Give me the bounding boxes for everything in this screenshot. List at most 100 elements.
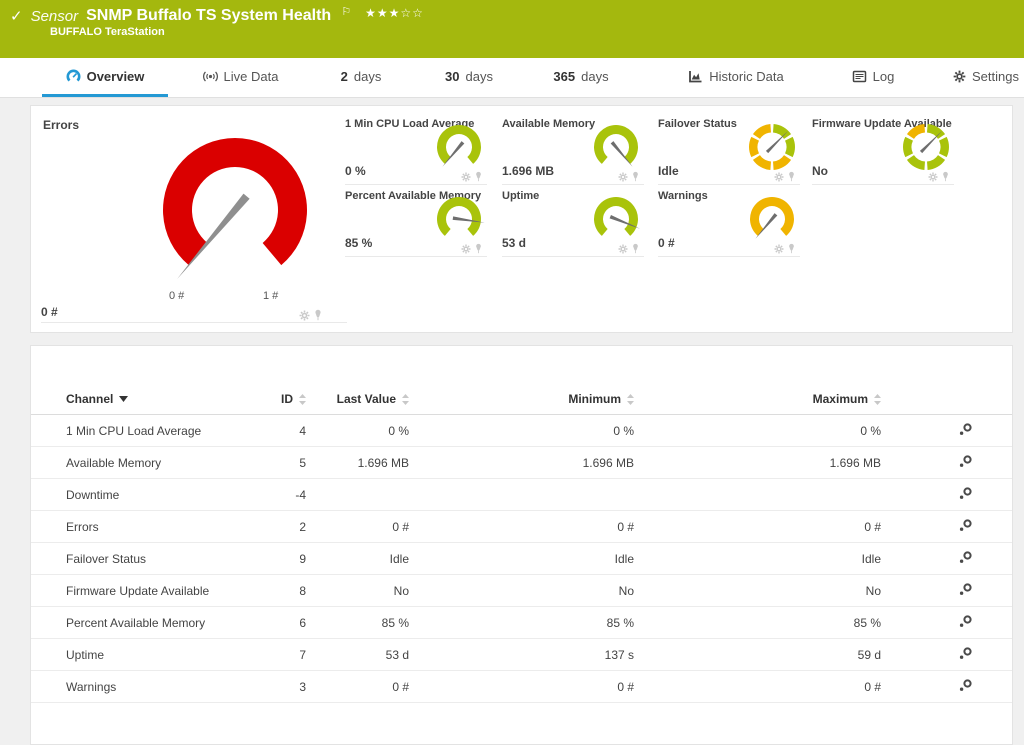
column-header-maximum[interactable]: Maximum (634, 392, 881, 406)
priority-stars[interactable]: ★★★☆☆ (365, 6, 424, 20)
channel-name[interactable]: Downtime (66, 487, 120, 502)
channel-maximum: 85 % (853, 615, 881, 630)
tab-live-data[interactable]: Live Data (188, 58, 293, 94)
tab-label: Log (872, 68, 895, 84)
channel-id: -4 (295, 487, 306, 502)
column-header-minimum[interactable]: Minimum (409, 392, 634, 406)
channel-settings-gears-icon[interactable] (958, 614, 972, 631)
tab-number: 2 (340, 68, 348, 84)
channel-maximum: Idle (861, 551, 881, 566)
gear-icon[interactable] (461, 171, 471, 182)
gear-icon[interactable] (461, 243, 471, 254)
gauge-value: 1.696 MB (502, 164, 555, 178)
gauge-tile-firmware-update: Firmware Update Available No (812, 114, 954, 185)
channel-name[interactable]: Available Memory (66, 455, 162, 470)
channel-settings-gears-icon[interactable] (958, 678, 972, 695)
channel-settings-gears-icon[interactable] (958, 422, 972, 439)
tab-historic-data[interactable]: Historic Data (680, 58, 792, 94)
channel-settings-gears-icon[interactable] (958, 582, 972, 599)
tab-365-days[interactable]: 365 days (543, 58, 619, 94)
channel-settings-gears-icon[interactable] (958, 454, 972, 471)
channel-id: 6 (299, 615, 306, 630)
gauge-tile-cpu-load: 1 Min CPU Load Average 0 % (345, 114, 487, 185)
gauge-value: 85 % (345, 236, 373, 250)
gauge (594, 124, 638, 169)
gauge-icon (66, 69, 81, 82)
column-header-channel[interactable]: Channel (66, 392, 129, 406)
table-row[interactable]: Percent Available Memory 6 85 % 85 % 85 … (31, 607, 1012, 639)
sensor-title: SNMP Buffalo TS System Health (86, 7, 332, 24)
table-row[interactable]: Available Memory 5 1.696 MB 1.696 MB 1.6… (31, 447, 1012, 479)
table-row[interactable]: Firmware Update Available 8 No No No (31, 575, 1012, 607)
gauge-title: Percent Available Memory (345, 190, 482, 202)
errors-gauge-tile: Errors 0 # 1 # 0 # (31, 106, 347, 332)
gauge (437, 124, 481, 169)
pin-icon[interactable] (474, 243, 483, 254)
table-header-row: Channel ID Last Value Minimum Maximum (31, 384, 1012, 415)
table-row[interactable]: Downtime -4 (31, 479, 1012, 511)
tab-label: days (353, 68, 382, 84)
errors-gauge (150, 125, 320, 295)
pin-icon[interactable] (941, 171, 950, 182)
tab-overview[interactable]: Overview (42, 58, 168, 97)
table-row[interactable]: Errors 2 0 # 0 # 0 # (31, 511, 1012, 543)
gauge-tile-available-memory: Available Memory 1.696 MB (502, 114, 644, 185)
channel-id: 8 (299, 583, 306, 598)
gauge (594, 196, 641, 241)
table-row[interactable]: 1 Min CPU Load Average 4 0 % 0 % 0 % (31, 415, 1012, 447)
table-row[interactable]: Uptime 7 53 d 137 s 59 d (31, 639, 1012, 671)
channel-name[interactable]: 1 Min CPU Load Average (66, 423, 202, 438)
table-row[interactable]: Warnings 3 0 # 0 # 0 # (31, 671, 1012, 703)
pin-icon[interactable] (631, 171, 640, 182)
gauge (437, 196, 485, 241)
gear-icon[interactable] (618, 243, 628, 254)
channel-minimum: 0 # (617, 679, 634, 694)
pin-icon[interactable] (787, 171, 796, 182)
channel-minimum: No (618, 583, 634, 598)
pin-icon[interactable] (631, 243, 640, 254)
channel-id: 3 (299, 679, 306, 694)
parent-device-name[interactable]: BUFFALO TeraStation (50, 26, 165, 38)
channel-name[interactable]: Uptime (66, 647, 105, 662)
gear-icon[interactable] (618, 171, 628, 182)
channel-name[interactable]: Errors (66, 519, 99, 534)
gauge-max-label: 1 # (263, 290, 279, 302)
tab-label: days (465, 68, 493, 84)
tab-settings[interactable]: Settings (948, 58, 1024, 94)
channel-id: 4 (299, 423, 306, 438)
channel-name[interactable]: Percent Available Memory (66, 615, 206, 630)
channel-id: 9 (299, 551, 306, 566)
channel-settings-gears-icon[interactable] (958, 646, 972, 663)
gear-icon[interactable] (774, 243, 784, 254)
channel-name[interactable]: Firmware Update Available (66, 583, 210, 598)
channel-settings-gears-icon[interactable] (958, 550, 972, 567)
channel-name[interactable]: Failover Status (66, 551, 147, 566)
gear-icon[interactable] (928, 171, 938, 182)
pin-icon[interactable] (313, 309, 323, 321)
gear-icon[interactable] (774, 171, 784, 182)
gauge-tile-percent-available-memory: Percent Available Memory 85 % (345, 186, 487, 257)
tab-30-days[interactable]: 30 days (435, 58, 503, 94)
tab-number: 365 (553, 68, 576, 84)
table-row[interactable]: Failover Status 9 Idle Idle Idle (31, 543, 1012, 575)
sort-icon (402, 393, 409, 405)
channel-table-panel: Channel ID Last Value Minimum Maximum (30, 345, 1013, 745)
column-header-last-value[interactable]: Last Value (306, 392, 409, 406)
flag-icon[interactable]: ⚐ (341, 5, 352, 18)
channel-id: 5 (299, 455, 306, 470)
pin-icon[interactable] (474, 171, 483, 182)
channel-settings-gears-icon[interactable] (958, 518, 972, 535)
channel-minimum: 1.696 MB (582, 455, 634, 470)
channel-name[interactable]: Warnings (66, 679, 117, 694)
channel-maximum: 0 # (864, 679, 881, 694)
tab-2-days[interactable]: 2 days (333, 58, 389, 94)
channel-last-value: 0 # (392, 519, 409, 534)
channel-settings-gears-icon[interactable] (958, 486, 972, 503)
tab-log[interactable]: Log (845, 58, 901, 94)
gauge (748, 123, 796, 171)
log-icon (852, 70, 866, 82)
column-header-id[interactable]: ID (276, 392, 306, 406)
gear-icon[interactable] (299, 309, 310, 321)
pin-icon[interactable] (787, 243, 796, 254)
